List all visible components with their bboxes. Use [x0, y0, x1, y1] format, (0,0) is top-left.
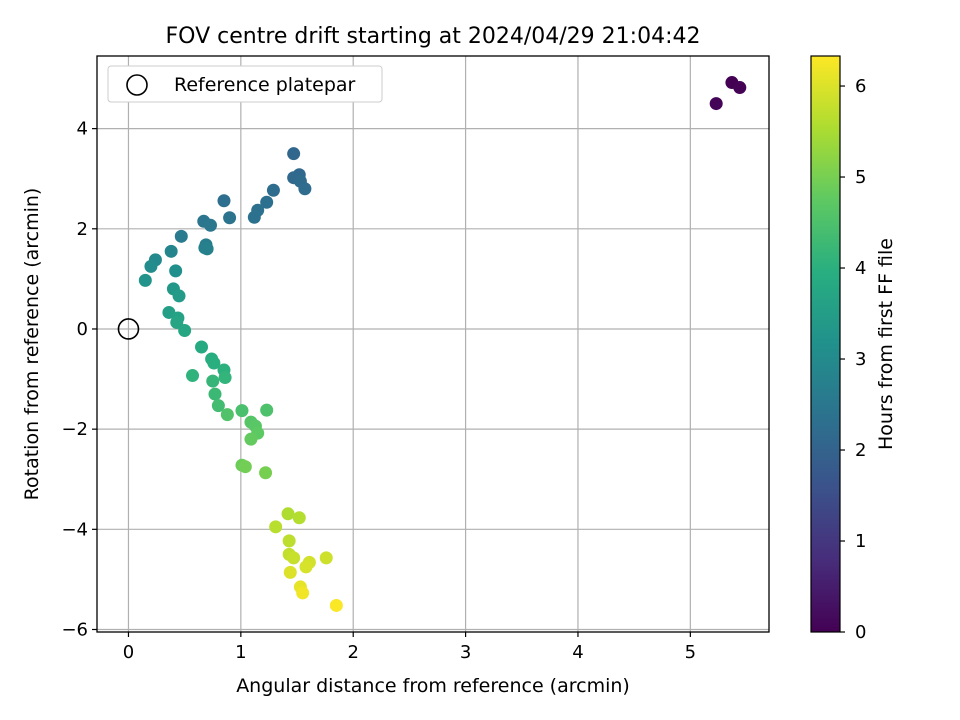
data-point — [235, 404, 249, 418]
data-point — [207, 356, 221, 370]
colorbar-tick-label: 6 — [855, 76, 866, 97]
data-point — [172, 289, 186, 303]
colorbar-label: Hours from first FF file — [875, 238, 897, 450]
y-tick-label: 2 — [77, 219, 88, 240]
data-point — [211, 399, 225, 413]
data-point — [203, 218, 217, 232]
colorbar-tick-label: 0 — [855, 622, 866, 643]
data-point — [244, 432, 258, 446]
data-point — [200, 242, 214, 256]
y-axis-ticks: −6 −4 −2 0 2 4 — [61, 119, 97, 640]
y-tick-label: −2 — [61, 419, 88, 440]
data-point — [299, 560, 313, 574]
data-point — [287, 147, 301, 161]
data-point — [195, 340, 209, 354]
data-point — [164, 244, 178, 258]
data-point — [292, 511, 306, 525]
colorbar: 0 1 2 3 4 5 6 Hours from first FF file — [810, 55, 897, 643]
plot-area: 0 1 2 3 4 5 −6 −4 −2 0 2 4 — [61, 55, 770, 663]
data-point — [733, 81, 747, 95]
chart-title: FOV centre drift starting at 2024/04/29 … — [166, 24, 701, 49]
data-point — [296, 586, 310, 600]
data-point — [298, 182, 312, 196]
data-point — [247, 210, 261, 224]
colorbar-tick-label: 1 — [855, 531, 866, 552]
y-tick-label: −4 — [61, 519, 88, 540]
data-point — [220, 408, 234, 422]
legend-reference-circle-icon — [126, 74, 148, 96]
x-tick-label: 4 — [572, 642, 583, 663]
x-tick-label: 3 — [460, 642, 471, 663]
data-point — [281, 507, 295, 521]
data-point — [186, 369, 200, 383]
data-point — [259, 466, 273, 480]
colorbar-tick-label: 5 — [855, 167, 866, 188]
data-point — [260, 195, 274, 209]
data-point — [178, 323, 192, 337]
colorbar-tick-label: 4 — [855, 258, 866, 279]
y-tick-label: −6 — [61, 619, 88, 640]
x-axis-ticks: 0 1 2 3 4 5 — [123, 632, 696, 663]
data-point — [282, 534, 296, 548]
legend: Reference platepar — [107, 65, 383, 103]
x-tick-label: 2 — [347, 642, 358, 663]
data-point — [238, 460, 252, 474]
data-point — [319, 551, 333, 565]
colorbar-gradient — [810, 55, 841, 633]
y-axis-label: Rotation from reference (arcmin) — [21, 188, 43, 501]
data-point — [169, 264, 183, 278]
y-tick-label: 0 — [77, 319, 88, 340]
data-point — [283, 565, 297, 579]
x-axis-label: Angular distance from reference (arcmin) — [236, 675, 630, 697]
x-tick-label: 1 — [235, 642, 246, 663]
data-point — [206, 374, 220, 388]
x-tick-label: 5 — [685, 642, 696, 663]
data-point — [269, 520, 283, 534]
data-point — [174, 229, 188, 243]
scatter-points — [138, 76, 747, 612]
y-tick-label: 4 — [77, 119, 88, 140]
colorbar-tick-label: 2 — [855, 440, 866, 461]
data-point — [208, 387, 222, 401]
data-point — [170, 315, 184, 329]
data-point — [223, 211, 237, 225]
data-point — [144, 259, 158, 273]
colorbar-ticks: 0 1 2 3 4 5 6 — [840, 76, 866, 643]
legend-label: Reference platepar — [174, 74, 356, 96]
data-point — [260, 403, 274, 417]
data-point — [329, 598, 343, 612]
data-point — [266, 183, 280, 197]
data-point — [709, 97, 723, 111]
data-point — [287, 551, 301, 565]
colorbar-tick-label: 3 — [855, 349, 866, 370]
reference-marker — [117, 318, 140, 340]
x-tick-label: 0 — [123, 642, 134, 663]
reference-platepar-point — [117, 318, 140, 340]
data-point — [218, 371, 232, 385]
plot-frame — [96, 55, 770, 633]
data-point — [217, 194, 231, 208]
data-point — [138, 273, 152, 287]
legend-box — [107, 65, 383, 103]
